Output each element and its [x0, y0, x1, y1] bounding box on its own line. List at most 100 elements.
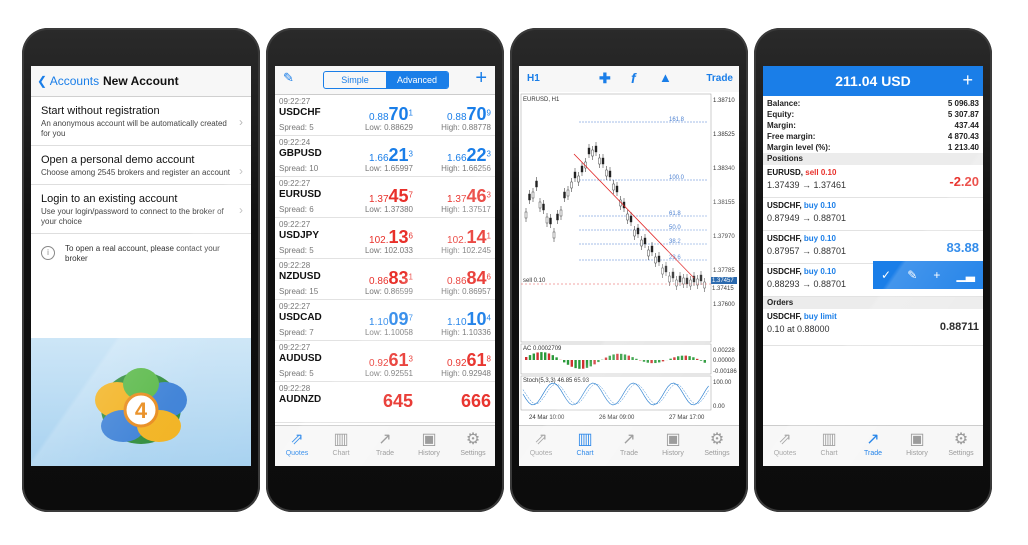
tab-settings[interactable]: ⚙ Settings	[451, 426, 495, 466]
tab-history[interactable]: ▣ History	[895, 426, 939, 466]
candle-body	[531, 191, 535, 199]
quote-low: Low: 0.92551	[364, 369, 413, 378]
objects-icon[interactable]: ▲	[659, 70, 672, 85]
back-button[interactable]: ❮ Accounts	[37, 74, 100, 88]
ac-scale-label: 0.00000	[713, 358, 735, 364]
ac-bar	[669, 358, 672, 360]
position-prices: 0.87949 → 0.88701	[767, 213, 847, 223]
tab-chart[interactable]: ▥ Chart	[807, 426, 851, 466]
info-text: To open a real account, please contact y…	[65, 244, 220, 263]
tab-trade[interactable]: ↗ Trade	[607, 426, 651, 466]
trade-button[interactable]: Trade	[706, 73, 733, 84]
tab-quotes[interactable]: ⇗ Quotes	[275, 426, 319, 466]
tab-chart[interactable]: ▥ Chart	[319, 426, 363, 466]
new-order-button[interactable]: +	[962, 70, 973, 90]
position-row[interactable]: EURUSD, sell 0.10 1.37439 → 1.37461 -2.20	[763, 165, 983, 198]
candle-body	[647, 249, 650, 257]
tab-history[interactable]: ▣ History	[651, 426, 695, 466]
candle-body	[615, 185, 619, 193]
position-row[interactable]: USDCHF, buy 0.10 0.87957 → 0.88701 83.88	[763, 231, 983, 264]
item-desc: Choose among 2545 brokers and register a…	[41, 168, 231, 177]
order-row[interactable]: USDCHF, buy limit 0.10 at 0.88000 0.8871…	[763, 309, 983, 346]
quote-spread: Spread: 7	[279, 328, 314, 337]
quote-time: 09:22:27	[279, 97, 311, 106]
quote-row[interactable]: 09:22:28 NZDUSD Spread: 15 0.86831 0.86846 Lo…	[275, 259, 495, 300]
real-account-info: i To open a real account, please contact…	[31, 234, 251, 280]
position-row[interactable]: USDCHF, buy 0.10 0.87949 → 0.88701	[763, 198, 983, 231]
candle-body	[692, 275, 696, 283]
tab-label: Quotes	[529, 450, 553, 457]
chevron-right-icon: ›	[239, 164, 243, 178]
fib-label: 38.2	[669, 239, 681, 245]
ask-prefix: 0.88	[447, 112, 467, 123]
pencil-icon[interactable]: ✎	[907, 268, 918, 282]
open-demo-account-item[interactable]: Open a personal demo account Choose amon…	[31, 146, 251, 185]
bid-price: 0.88701	[369, 104, 413, 125]
quote-row[interactable]: 09:22:27 USDCAD Spread: 7 1.10097 1.10104 Low…	[275, 300, 495, 341]
bid-pips: 61	[388, 350, 409, 370]
ac-bar	[525, 357, 528, 360]
summary-value: 5 096.83	[947, 99, 979, 108]
indicator-icon[interactable]: f	[631, 70, 636, 86]
ac-scale-label: -0.00186	[713, 369, 737, 375]
quote-spread: Spread: 6	[279, 205, 314, 214]
ask-price: 666	[461, 391, 491, 412]
tab-simple[interactable]: Simple	[341, 75, 369, 85]
order-sym: USDCHF,	[767, 312, 802, 321]
quote-row[interactable]: 09:22:27 USDJPY Spread: 5 102.136 102.141 Low…	[275, 218, 495, 259]
quote-row[interactable]: 09:22:24 GBPUSD Spread: 10 1.66213 1.66223 Lo…	[275, 136, 495, 177]
quote-row[interactable]: 09:22:27 AUDUSD Spread: 5 0.92613 0.92618 Low…	[275, 341, 495, 382]
quotes-icon: ⇗	[778, 431, 792, 448]
quotes-icon: ⇗	[534, 431, 548, 448]
crosshair-icon[interactable]: ✚	[599, 70, 611, 86]
candle-body	[545, 216, 549, 224]
tab-history[interactable]: ▣ History	[407, 426, 451, 466]
tab-trade[interactable]: ↗ Trade	[363, 426, 407, 466]
pencil-icon[interactable]: ✎	[283, 70, 294, 85]
position-symbol: USDCHF, buy 0.10	[767, 201, 836, 210]
ac-bar	[532, 353, 535, 360]
trend-icon: ↗	[378, 431, 392, 448]
candles-icon: ▥	[821, 431, 837, 448]
chart-icon[interactable]: ▁▃	[956, 268, 975, 282]
candle-body	[650, 245, 654, 253]
page-title: New Account	[103, 74, 179, 88]
timeframe-button[interactable]: H1	[527, 73, 540, 84]
tab-settings[interactable]: ⚙ Settings	[695, 426, 739, 466]
price-tick-label: 1.37785	[713, 268, 735, 274]
quote-row[interactable]: 09:22:27 EURUSD Spread: 6 1.37457 1.37463 Low…	[275, 177, 495, 218]
bid-pips: 645	[382, 391, 413, 411]
chart-area[interactable]: EURUSD, H1 1.38710 1.38525 1.38340 1.38155 1.…	[519, 92, 739, 426]
plus-icon[interactable]: +	[933, 268, 941, 282]
ac-bar	[646, 360, 649, 363]
position-side: buy 0.10	[803, 234, 836, 243]
quote-row[interactable]: 09:22:27 USDCHF Spread: 5 0.88701 0.88709 Low…	[275, 95, 495, 136]
tab-quotes[interactable]: ⇗ Quotes	[519, 426, 563, 466]
ac-bar	[677, 356, 680, 360]
check-icon[interactable]: ✓	[881, 268, 892, 282]
info-icon: i	[41, 246, 55, 260]
candle-body	[678, 275, 682, 283]
ask-price: 102.141	[447, 227, 491, 248]
ask-fraction: 3	[486, 149, 491, 159]
tab-settings[interactable]: ⚙ Settings	[939, 426, 983, 466]
quote-row[interactable]: 09:22:28 AUDNZD 645 666	[275, 382, 495, 423]
tab-quotes[interactable]: ⇗ Quotes	[763, 426, 807, 466]
login-existing-account-item[interactable]: Login to an existing account Use your lo…	[31, 185, 251, 234]
tab-advanced[interactable]: Advanced	[386, 72, 448, 88]
quote-low: Low: 1.10058	[364, 328, 413, 337]
quote-high: High: 0.86957	[441, 287, 491, 296]
tab-chart[interactable]: ▥ Chart	[563, 426, 607, 466]
phone-chart: H1 ✚ f ▲ Trade EURUSD, H1 1.38710 1.38525 1…	[510, 28, 748, 512]
quote-symbol: USDJPY	[279, 230, 320, 241]
candle-body	[682, 277, 685, 285]
tab-trade[interactable]: ↗ Trade	[851, 426, 895, 466]
ac-bar	[692, 357, 695, 360]
date-tick-label: 27 Mar 17:00	[669, 415, 705, 421]
candle-body	[601, 157, 605, 165]
summary-label: Balance:	[767, 99, 801, 108]
ac-bar	[597, 360, 600, 363]
quote-spread: Spread: 5	[279, 369, 314, 378]
start-without-registration-item[interactable]: Start without registration An anonymous …	[31, 97, 251, 146]
add-symbol-button[interactable]: +	[475, 67, 487, 89]
